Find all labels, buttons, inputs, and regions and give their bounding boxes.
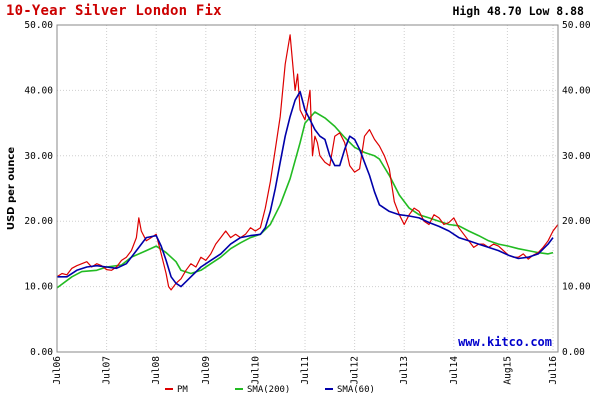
y-tick-label: 10.00	[24, 282, 53, 293]
y-tick-label: 20.00	[24, 216, 53, 227]
y-tick-label: 50.00	[24, 20, 53, 31]
legend: PM SMA(200) SMA(60)	[165, 385, 375, 395]
y-tick-label-right: 0.00	[562, 347, 585, 358]
y-tick-label: 0.00	[30, 347, 53, 358]
y-tick-label-right: 10.00	[562, 282, 591, 293]
y-tick-label: 30.00	[24, 151, 53, 162]
y-tick-label-right: 50.00	[562, 20, 591, 31]
series-layer	[56, 34, 559, 291]
legend-label: SMA(200)	[247, 385, 290, 395]
y-tick-label-right: 20.00	[562, 216, 591, 227]
y-tick-label: 40.00	[24, 85, 53, 96]
x-tick-label: Aug15	[502, 356, 513, 385]
legend-label: SMA(60)	[337, 385, 375, 395]
grid-lines	[56, 24, 558, 353]
x-tick-label: Jul12	[350, 356, 361, 385]
y-tick-label-right: 30.00	[562, 151, 591, 162]
series-line-sma-60-	[57, 90, 554, 288]
y-tick-label-right: 40.00	[562, 85, 591, 96]
x-tick-label: Jul06	[52, 356, 63, 385]
x-tick-label: Jul14	[449, 356, 460, 385]
x-tick-label: Jul08	[151, 356, 162, 385]
y-ticks-right: 0.00 10.00 20.00 30.00 40.00 50.00	[562, 20, 591, 358]
high-low-readout: High 48.70 Low 8.88	[452, 4, 584, 18]
x-ticks: Jul06 Jul07 Jul08 Jul09 Jul10 Jul11 Jul12 Jul13…	[52, 356, 559, 385]
x-tick-label: Jul07	[102, 356, 113, 385]
y-axis-label: USD per ounce	[6, 147, 17, 230]
x-tick-label: Jul16	[548, 356, 559, 385]
plot-frame	[56, 24, 559, 353]
series-line-pm	[56, 34, 559, 291]
x-tick-label: Jul10	[250, 356, 261, 385]
watermark: www.kitco.com	[458, 335, 552, 349]
x-tick-label: Jul11	[300, 356, 311, 385]
chart-title: 10-Year Silver London Fix	[6, 3, 222, 19]
x-tick-label: Jul13	[399, 356, 410, 385]
x-tick-label: Jul09	[201, 356, 212, 385]
y-ticks-left: 0.00 10.00 20.00 30.00 40.00 50.00	[24, 20, 53, 358]
legend-label: PM	[177, 385, 188, 395]
